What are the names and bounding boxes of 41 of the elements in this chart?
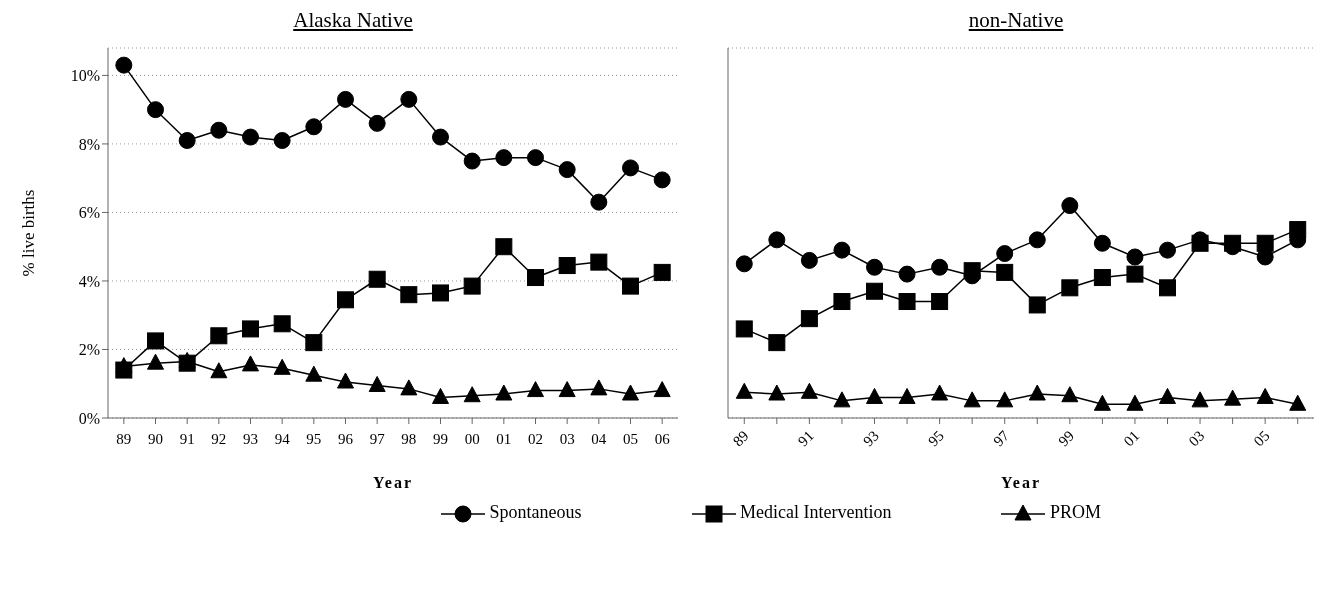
x-tick-label: 91 — [794, 427, 817, 450]
x-tick-label: 90 — [148, 431, 163, 447]
x-tick-label: 93 — [860, 427, 882, 450]
y-tick-label: 8% — [78, 135, 100, 153]
x-tick-label: 96 — [338, 431, 354, 447]
x-tick-label: 95 — [306, 431, 322, 447]
x-tick-label: 99 — [1055, 427, 1078, 450]
y-axis-title: % live births — [19, 189, 39, 277]
x-tick-label: 05 — [1250, 427, 1273, 450]
y-tick-label: 10% — [70, 67, 100, 85]
x-tick-label: 04 — [591, 431, 607, 447]
y-tick-label: 4% — [78, 272, 100, 290]
legend-label: Spontaneous — [488, 502, 582, 524]
x-tick-label: 03 — [559, 431, 575, 447]
x-tick-label: 95 — [925, 427, 948, 450]
y-tick-label: 0% — [78, 409, 100, 427]
x-tick-label: 02 — [528, 431, 543, 447]
chart-title: Alaska Native — [292, 8, 414, 34]
x-tick-label: 91 — [179, 431, 195, 447]
x-tick-label: 01 — [1120, 427, 1143, 450]
x-tick-label: 06 — [654, 431, 671, 447]
x-tick-label: 89 — [729, 427, 752, 450]
legend-label: Medical Intervention — [739, 502, 892, 524]
x-tick-label: 97 — [369, 431, 386, 447]
x-tick-label: 00 — [464, 431, 480, 447]
x-tick-label: 05 — [623, 431, 638, 447]
y-tick-label: 6% — [78, 204, 100, 222]
x-axis-title: Year — [1001, 474, 1041, 491]
x-tick-label: 89 — [116, 431, 132, 447]
y-tick-label: 2% — [78, 341, 100, 359]
x-tick-label: 03 — [1185, 427, 1208, 450]
chart-title: non-Native — [967, 8, 1065, 34]
x-tick-label: 98 — [401, 431, 417, 447]
x-tick-label: 94 — [274, 431, 291, 447]
x-tick-label: 93 — [243, 431, 258, 447]
legend-label: PROM — [1048, 502, 1101, 524]
x-tick-label: 01 — [496, 431, 512, 447]
x-tick-label: 97 — [990, 427, 1013, 450]
x-tick-label: 92 — [211, 431, 227, 447]
x-axis-title: Year — [373, 474, 413, 491]
x-tick-label: 99 — [433, 431, 448, 447]
